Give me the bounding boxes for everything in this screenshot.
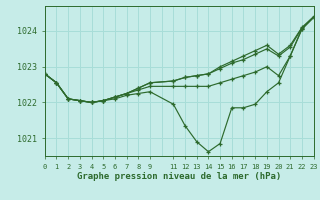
X-axis label: Graphe pression niveau de la mer (hPa): Graphe pression niveau de la mer (hPa) [77, 172, 281, 181]
